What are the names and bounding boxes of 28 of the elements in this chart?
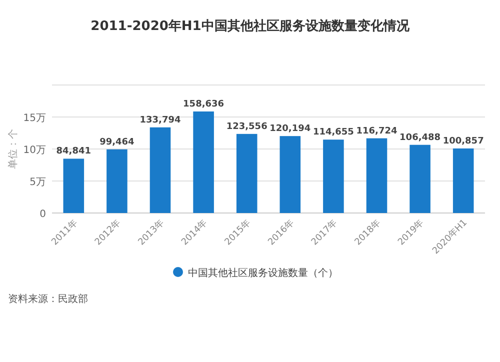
y-axis-title: 单位：个 [7, 129, 19, 169]
text: 116,724 [356, 126, 398, 136]
bar [410, 144, 430, 213]
legend-label: 中国其他社区服务设施数量（个） [188, 267, 338, 279]
text: 123,556 [226, 122, 268, 132]
text: 106,488 [400, 132, 441, 143]
bar [106, 149, 128, 213]
chart-title: 2011-2020年H1中国其他社区服务设施数量变化情况 [90, 18, 410, 34]
bar [280, 136, 301, 213]
text: 资料来源：民政部 [8, 293, 88, 305]
bar [236, 134, 258, 213]
bar [63, 158, 84, 213]
y-tick-label: 0 [40, 209, 46, 220]
y-tick-label: 10万 [23, 145, 46, 156]
text: 120,194 [270, 124, 311, 134]
text: 100,857 [442, 136, 484, 146]
text: 84,841 [56, 146, 92, 157]
bar [323, 140, 344, 213]
y-tick-label: 5万 [30, 177, 46, 188]
bar [193, 111, 214, 213]
text: 99,464 [100, 137, 134, 148]
text: 158,636 [183, 99, 224, 110]
text: 114,655 [312, 128, 354, 138]
bar [452, 148, 474, 213]
text: 133,794 [140, 115, 181, 126]
y-tick-label: 15万 [23, 113, 46, 124]
bar [366, 138, 388, 213]
bar [150, 127, 171, 213]
